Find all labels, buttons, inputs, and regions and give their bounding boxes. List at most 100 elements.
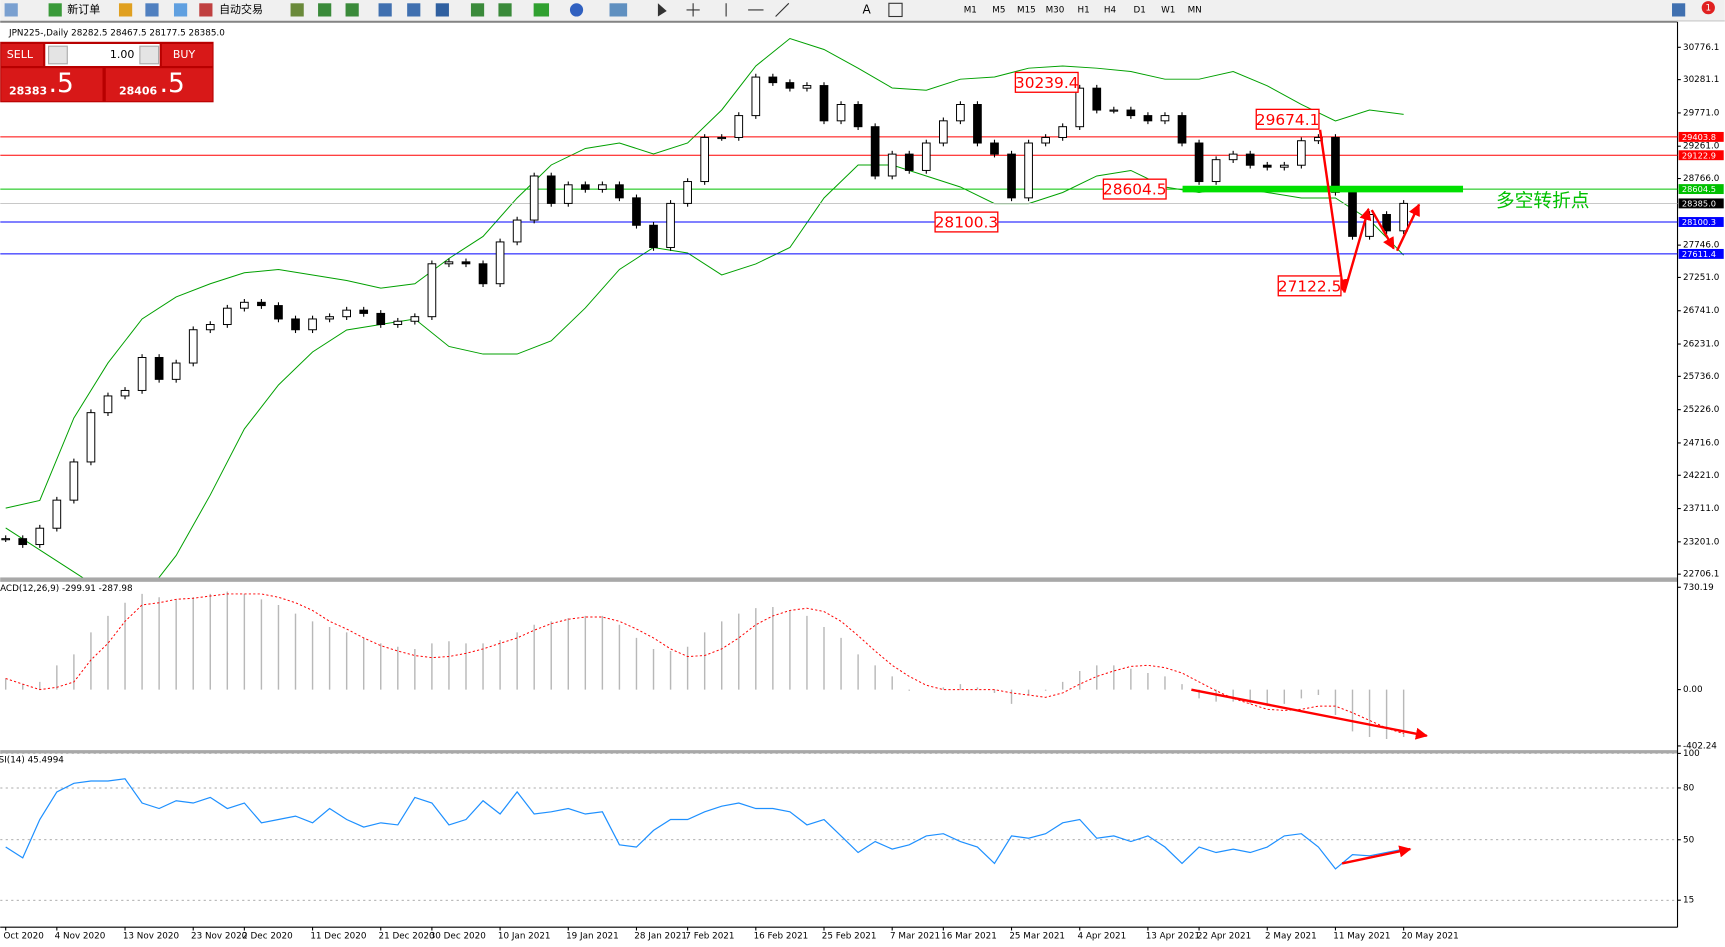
candle [1262, 164, 1272, 168]
x-tick-label: 28 Jan 2021 [634, 932, 687, 942]
volume-box[interactable] [45, 43, 160, 66]
timeframe-button[interactable]: M5 [992, 5, 1005, 15]
buy-button[interactable] [161, 43, 213, 66]
icon[interactable] [145, 3, 159, 17]
panel-plot [4, 591, 1405, 740]
candle [819, 85, 829, 122]
price-axis: 100 80 50 15 [1677, 749, 1700, 906]
icon[interactable] [569, 3, 584, 17]
icon[interactable] [378, 3, 392, 17]
icon[interactable] [1672, 3, 1686, 17]
timeframe-button[interactable]: MN [1188, 5, 1202, 15]
candle [734, 115, 744, 138]
candle [1228, 153, 1238, 161]
candle [461, 261, 471, 265]
candle [1177, 115, 1187, 144]
y-tick-label: 28766.0 [1683, 174, 1719, 184]
icon[interactable] [48, 3, 62, 17]
icon[interactable] [435, 3, 449, 17]
level-tag-label: 27611.4 [1682, 249, 1716, 259]
x-tick-label: 22 Apr 2021 [1197, 932, 1251, 942]
x-tick-label: 21 Dec 2020 [379, 932, 435, 942]
candle [921, 142, 931, 171]
annotation-label: 30239.4 [1015, 74, 1079, 92]
buy-price-button[interactable] [105, 68, 213, 102]
sell-price-button[interactable] [1, 68, 103, 102]
timeframe-button[interactable]: H4 [1104, 5, 1117, 15]
x-tick-label: 10 Jan 2021 [498, 932, 551, 942]
candle [291, 318, 300, 331]
icon[interactable] [609, 3, 628, 17]
candle [598, 184, 607, 190]
x-tick-label: 13 Nov 2020 [123, 932, 179, 942]
sell-button[interactable] [1, 43, 44, 66]
x-tick-label: 30 Dec 2020 [430, 932, 486, 942]
auto-trading-button[interactable]: 自动交易 [219, 2, 263, 16]
arrows [1191, 129, 1428, 865]
toolbar-icons: A [4, 1, 1715, 18]
x-tick-label: 19 Jan 2021 [566, 932, 619, 942]
volume-value[interactable]: 1.00 [110, 48, 134, 61]
candle [768, 76, 778, 84]
icon[interactable] [173, 3, 188, 17]
timeframe-button[interactable]: D1 [1133, 5, 1145, 15]
icon[interactable] [290, 3, 304, 17]
icon[interactable] [4, 3, 18, 17]
arrow [1370, 209, 1395, 250]
y-tick-label: 15 [1683, 896, 1694, 906]
timeframe-button[interactable]: M15 [1017, 5, 1036, 15]
timeframe-button[interactable]: M30 [1046, 5, 1065, 15]
timeframe-button[interactable]: H1 [1077, 5, 1089, 15]
candle [1092, 87, 1102, 111]
icon[interactable] [498, 3, 512, 17]
icon[interactable] [118, 3, 133, 17]
candle [580, 184, 590, 190]
icon[interactable] [533, 3, 550, 17]
y-tick-label: 29771.0 [1683, 108, 1719, 118]
icon[interactable]: A [862, 2, 871, 16]
candle [1194, 142, 1204, 183]
candle [700, 136, 710, 183]
volume-down[interactable] [48, 45, 68, 65]
macd-title: MACD(12,26,9) -299.91 -287.98 [0, 584, 133, 594]
level-tag [1678, 248, 1724, 259]
x-tick-label: 2 May 2021 [1265, 932, 1317, 942]
y-tick-label: 24716.0 [1683, 438, 1719, 448]
icon[interactable] [199, 3, 213, 17]
icon[interactable] [686, 3, 700, 17]
level-tag-label: 29403.8 [1682, 132, 1716, 142]
candle [683, 181, 692, 204]
candle [1126, 109, 1136, 117]
rsi-line [5, 778, 1404, 870]
x-tick-label: 7 Mar 2021 [890, 932, 940, 942]
new-order-button[interactable]: 新订单 [67, 2, 100, 16]
icon[interactable] [318, 3, 332, 17]
toolbar [0, 0, 1725, 21]
icon[interactable] [888, 2, 903, 18]
candle [1382, 214, 1391, 232]
buy-label[interactable]: BUY [173, 48, 196, 61]
icon[interactable] [657, 3, 667, 17]
sell-label[interactable]: SELL [7, 48, 34, 61]
candle [478, 263, 488, 285]
icon[interactable] [345, 3, 359, 17]
chart-background [0, 21, 1725, 947]
candle [171, 362, 181, 380]
y-tick-label: 27251.0 [1683, 273, 1719, 283]
candle [444, 261, 454, 265]
icon[interactable] [725, 2, 790, 17]
candle [86, 412, 96, 463]
candle [1279, 164, 1289, 168]
icon[interactable] [407, 3, 421, 17]
timeframe-button[interactable]: M1 [964, 5, 977, 15]
notification-badge[interactable] [1701, 1, 1715, 15]
candle [359, 309, 369, 314]
candle [376, 312, 386, 326]
timeframe-button[interactable]: W1 [1161, 5, 1175, 15]
candle [938, 120, 948, 144]
candle [342, 309, 351, 318]
candle [1041, 136, 1050, 144]
icon[interactable] [470, 3, 485, 17]
volume-up[interactable] [139, 45, 160, 65]
